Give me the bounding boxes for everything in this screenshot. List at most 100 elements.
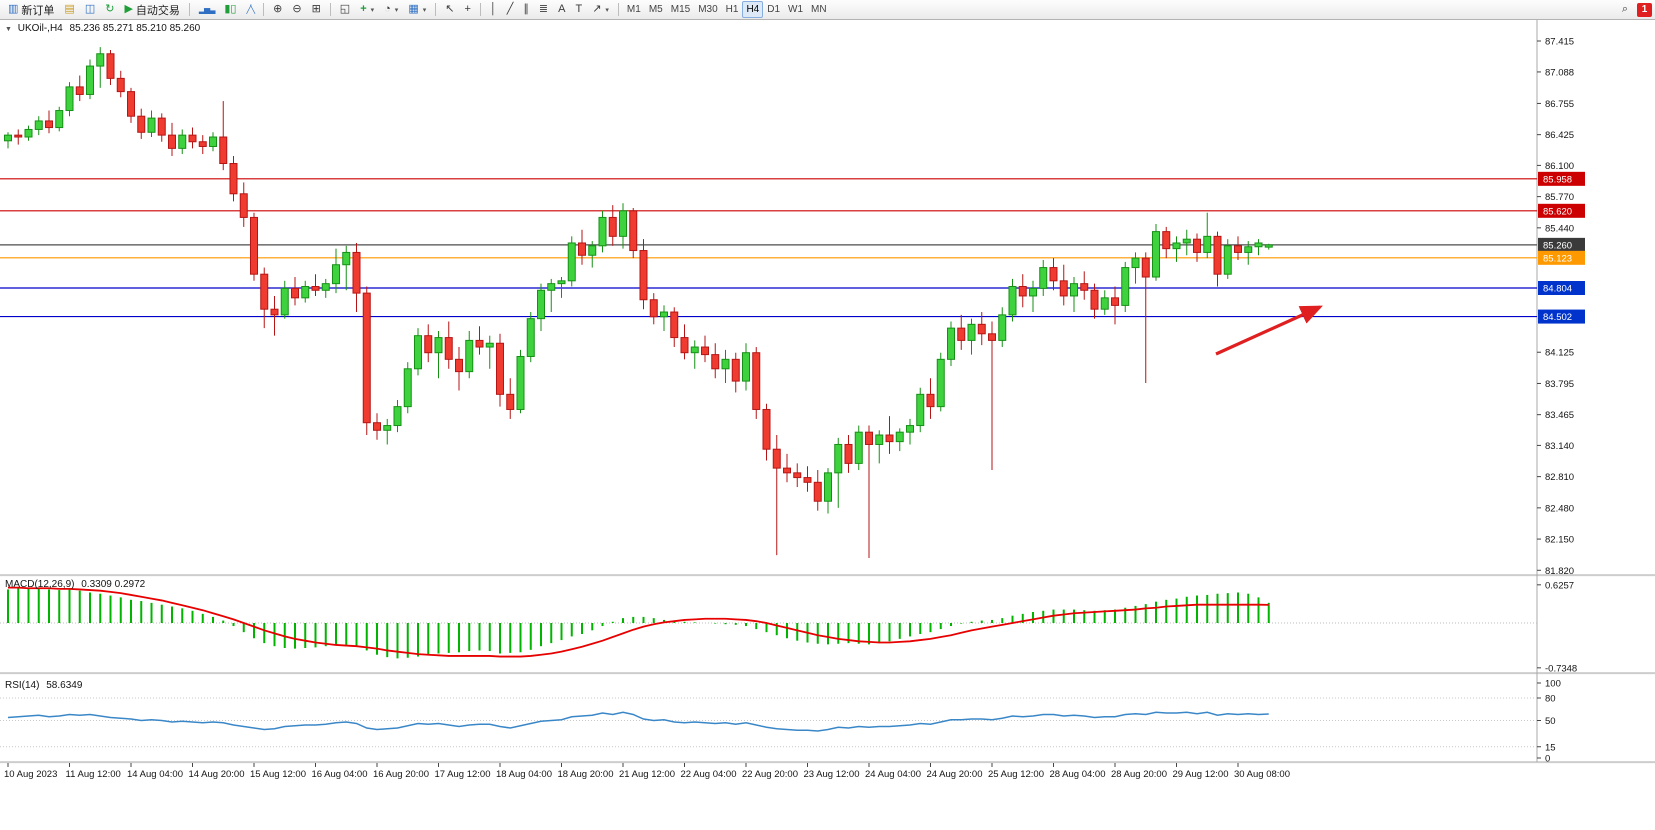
candle — [291, 287, 299, 299]
svg-text:87.415: 87.415 — [1545, 37, 1574, 48]
timeframe-mn-button[interactable]: MN — [807, 1, 831, 18]
svg-text:21 Aug 12:00: 21 Aug 12:00 — [619, 769, 675, 780]
candle — [557, 280, 566, 285]
candle — [1223, 245, 1232, 275]
candle — [649, 299, 658, 318]
candle — [731, 358, 740, 382]
timeframe-w1-button[interactable]: W1 — [784, 1, 807, 18]
candle — [209, 136, 217, 147]
templates-button[interactable]: ▦ ▾ — [403, 1, 431, 18]
candle — [844, 443, 853, 464]
candle — [1234, 245, 1242, 253]
candles-layer[interactable] — [4, 47, 1273, 558]
fibonacci-icon: ≣ — [538, 3, 549, 15]
svg-text:84.804: 84.804 — [1543, 284, 1572, 295]
toolbar-separator — [188, 3, 190, 16]
timeframe-m30-button[interactable]: M30 — [694, 1, 721, 18]
periods-button[interactable]: ◔ ▾ — [379, 1, 403, 18]
arrange-windows-button[interactable]: ◱ — [335, 1, 355, 18]
candle — [824, 472, 832, 502]
crosshair-button[interactable]: + — [459, 1, 475, 18]
search-button[interactable]: ⌕ — [1617, 1, 1633, 18]
candle — [1264, 244, 1273, 248]
price-axis[interactable]: 87.415 87.088 86.755 86.425 86.100 85.770 85.4… — [1537, 37, 1585, 577]
tile-windows-button[interactable]: ⊞ — [307, 1, 326, 18]
svg-text:14 Aug 04:00: 14 Aug 04:00 — [127, 769, 183, 780]
autotrading-button[interactable]: ▶ 自动交易 — [119, 1, 184, 18]
candle — [455, 358, 463, 373]
chart-canvas[interactable]: 87.415 87.088 86.755 86.425 86.100 85.770 85.4… — [0, 20, 1655, 830]
candle — [578, 242, 586, 256]
refresh-button[interactable]: ↻ — [100, 1, 119, 18]
vertical-line-button[interactable]: │ — [485, 1, 502, 18]
timeframe-m1-button[interactable]: M1 — [623, 1, 645, 18]
candle — [547, 283, 556, 291]
candlestick-chart-button[interactable]: ▮▯ — [219, 1, 241, 18]
indicators-icon: + — [360, 3, 367, 15]
fibonacci-button[interactable]: ≣ — [534, 1, 553, 18]
dropdown-caret-icon: ▾ — [422, 6, 427, 14]
notification-badge[interactable]: 1 — [1637, 2, 1652, 17]
profiles-button[interactable]: ▤ — [59, 1, 79, 18]
toolbar-separator — [263, 3, 265, 16]
macd-panel[interactable]: 0.6257 -0.7348 — [0, 580, 1577, 674]
svg-text:18 Aug 20:00: 18 Aug 20:00 — [558, 769, 614, 780]
candle — [116, 77, 125, 93]
candle — [342, 251, 351, 266]
zoom-out-button[interactable]: ⊖ — [287, 1, 306, 18]
zoom-in-button[interactable]: ⊕ — [268, 1, 287, 18]
trendline-button[interactable]: ╱ — [502, 1, 519, 18]
text-tool-button[interactable]: A — [553, 1, 570, 18]
alerts-button[interactable]: ◫ — [80, 1, 100, 18]
svg-text:84.502: 84.502 — [1543, 312, 1572, 323]
candle — [875, 434, 884, 445]
candle — [608, 216, 617, 237]
candle — [403, 368, 412, 408]
svg-text:87.088: 87.088 — [1545, 67, 1574, 78]
dropdown-caret-icon: ▾ — [605, 6, 609, 14]
candle — [311, 285, 320, 291]
horizontal-price-lines[interactable] — [0, 178, 1537, 318]
line-chart-button[interactable]: ╱╲ — [241, 1, 259, 18]
candle — [967, 323, 976, 341]
new-order-button[interactable]: ▥ 新订单 — [3, 1, 59, 18]
candle — [1213, 235, 1222, 275]
candle — [65, 86, 74, 112]
candle — [516, 355, 525, 410]
candle — [485, 342, 494, 348]
candle — [936, 358, 945, 408]
svg-text:86.425: 86.425 — [1545, 130, 1574, 141]
svg-text:22 Aug 20:00: 22 Aug 20:00 — [742, 769, 798, 780]
candle — [721, 358, 730, 370]
indicators-button[interactable]: + ▾ — [355, 1, 379, 18]
tile-windows-icon: ⊞ — [311, 3, 321, 15]
channel-button[interactable]: ∥ — [518, 1, 534, 18]
candle — [793, 472, 802, 479]
candle — [619, 210, 627, 237]
cursor-button[interactable]: ↖ — [440, 1, 459, 18]
timeframe-m15-button[interactable]: M15 — [667, 1, 694, 18]
time-axis[interactable]: 10 Aug 2023 11 Aug 12:00 14 Aug 04:00 14 Au… — [4, 763, 1290, 780]
annotation-arrow[interactable] — [1215, 305, 1323, 356]
svg-text:50: 50 — [1545, 716, 1556, 727]
svg-text:85.440: 85.440 — [1545, 223, 1574, 234]
candle — [127, 91, 135, 117]
svg-text:83.465: 83.465 — [1545, 410, 1574, 421]
label-tool-button[interactable]: T — [570, 1, 587, 18]
timeframe-h1-button[interactable]: H1 — [722, 1, 743, 18]
collapse-chart-icon[interactable]: ▼ — [5, 26, 12, 33]
rsi-panel[interactable]: 100 80 50 150 — [0, 679, 1561, 765]
timeframe-h4-button[interactable]: H4 — [742, 1, 764, 18]
svg-text:23 Aug 12:00: 23 Aug 12:00 — [804, 769, 860, 780]
timeframe-group: M1 M5 M15 M30 H1 H4 D1 W1 MN — [623, 1, 831, 18]
timeframe-m5-button[interactable]: M5 — [645, 1, 667, 18]
templates-icon: ▦ — [408, 3, 419, 15]
svg-text:0.6257: 0.6257 — [1545, 580, 1574, 591]
bar-chart-button[interactable]: ▂▅▃ — [194, 1, 219, 18]
candle — [250, 216, 258, 275]
candle — [414, 335, 422, 370]
timeframe-d1-button[interactable]: D1 — [763, 1, 784, 18]
arrows-tool-button[interactable]: ↗ ▾ — [587, 1, 614, 18]
candle — [1059, 280, 1068, 297]
candle — [588, 245, 597, 256]
